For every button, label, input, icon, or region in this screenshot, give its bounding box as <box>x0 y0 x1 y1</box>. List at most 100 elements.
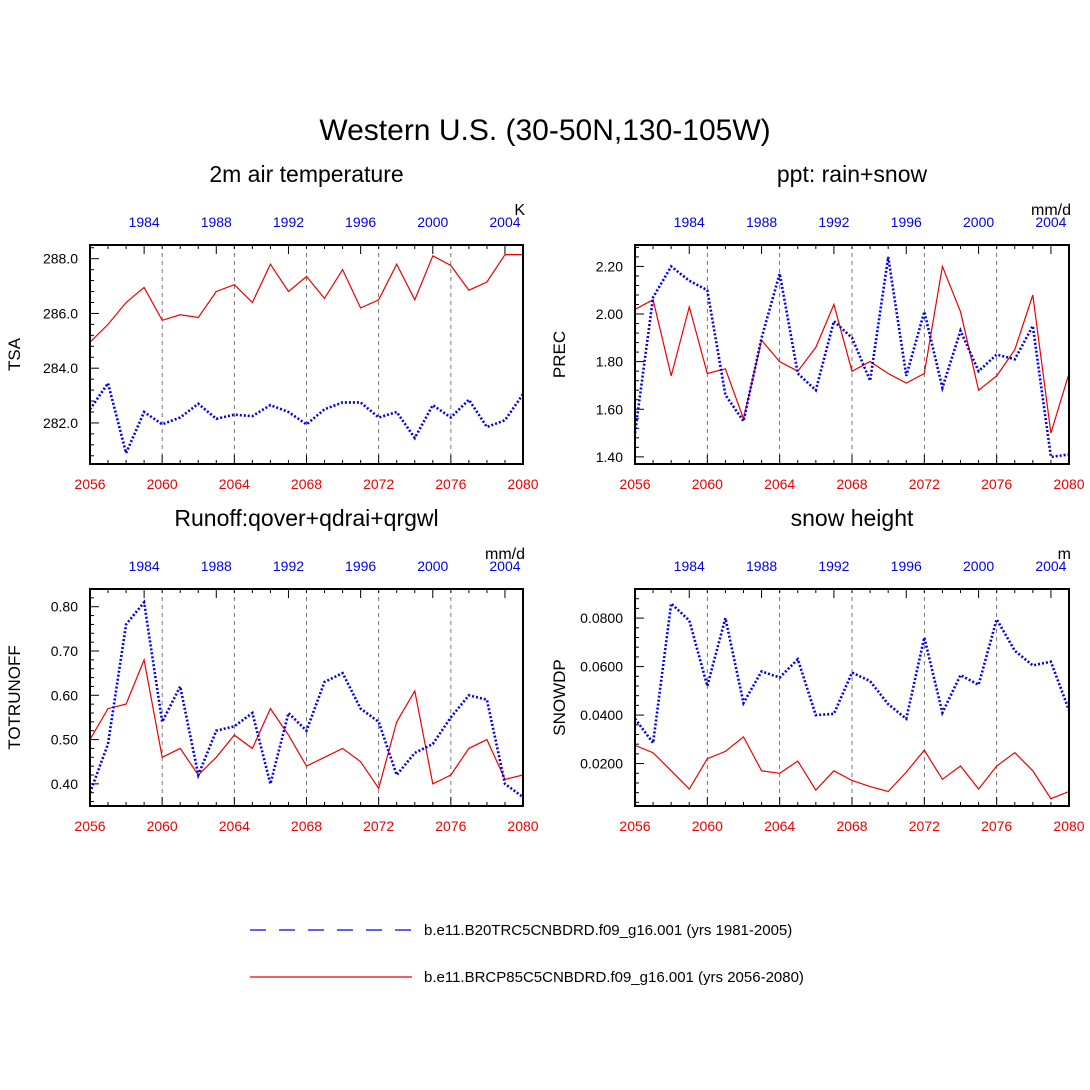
series-future-line-prec <box>634 264 1070 434</box>
x-top-tick-label: 1988 <box>746 558 777 574</box>
y-tick-label: 2.00 <box>596 306 623 322</box>
x-bottom-tick-label: 2080 <box>507 476 538 492</box>
x-top-tick-label: 1992 <box>273 214 304 230</box>
x-top-tick-label: 1996 <box>345 558 376 574</box>
panel-title-prec: ppt: rain+snow <box>777 161 928 187</box>
y-axis-label-totrunoff: TOTRUNOFF <box>5 645 24 750</box>
x-top-tick-label: 1984 <box>129 214 160 230</box>
x-bottom-tick-label: 2056 <box>619 476 650 492</box>
y-tick-label: 288.0 <box>43 251 78 267</box>
x-top-tick-label: 2004 <box>1035 214 1066 230</box>
x-top-tick-label: 2000 <box>417 214 448 230</box>
x-bottom-tick-label: 2080 <box>507 818 538 834</box>
y-tick-label: 284.0 <box>43 360 78 376</box>
units-label-snowdp: m <box>1058 546 1071 563</box>
legend: b.e11.B20TRC5CNBDRD.f09_g16.001 (yrs 198… <box>250 922 804 986</box>
x-bottom-tick-label: 2076 <box>981 476 1012 492</box>
y-tick-label: 1.60 <box>596 401 623 417</box>
x-top-tick-label: 1996 <box>891 214 922 230</box>
x-bottom-tick-label: 2080 <box>1053 476 1084 492</box>
x-top-tick-label: 2000 <box>417 558 448 574</box>
x-bottom-tick-label: 2060 <box>692 818 723 834</box>
x-top-tick-label: 1992 <box>818 558 849 574</box>
x-top-tick-label: 2004 <box>1035 558 1066 574</box>
x-bottom-tick-label: 2076 <box>981 818 1012 834</box>
plot-frame-tsa <box>89 244 524 465</box>
units-label-tsa: K <box>514 202 525 219</box>
x-bottom-tick-label: 2064 <box>219 818 250 834</box>
x-top-tick-label: 1996 <box>345 214 376 230</box>
y-axis-label-snowdp: SNOWDP <box>550 659 569 736</box>
panel-title-snowdp: snow height <box>791 505 914 531</box>
panel-snowdp: snow height m SNOWDP 2056 2060 2064 2068 2072 20… <box>550 505 1085 834</box>
x-bottom-tick-label: 2072 <box>909 476 940 492</box>
panel-title-tsa: 2m air temperature <box>209 161 403 187</box>
x-bottom-tick-label: 2072 <box>909 818 940 834</box>
panel-prec: ppt: rain+snow mm/d PREC 2056 2060 2064 2068 20… <box>550 161 1085 492</box>
x-top-tick-label: 1996 <box>891 558 922 574</box>
x-bottom-tick-label: 2064 <box>764 476 795 492</box>
x-top-tick-label: 1992 <box>818 214 849 230</box>
series-historical-line-totrunoff <box>88 599 524 799</box>
x-top-tick-label: 2000 <box>963 558 994 574</box>
series-future-line-tsa <box>89 254 523 343</box>
x-top-tick-label: 1988 <box>201 214 232 230</box>
y-tick-label: 0.80 <box>51 599 78 615</box>
panel-title-totrunoff: Runoff:qover+qdrai+qrgwl <box>174 505 438 531</box>
x-bottom-tick-label: 2076 <box>435 818 466 834</box>
panels: 2m air temperature K TSA 2056 2060 2064 2068 20… <box>5 161 1085 834</box>
y-axis-label-tsa: TSA <box>5 337 24 371</box>
y-tick-label: 1.40 <box>596 449 623 465</box>
x-bottom-tick-label: 2076 <box>435 476 466 492</box>
units-label-prec: mm/d <box>1031 202 1071 219</box>
legend-label-historical: b.e11.B20TRC5CNBDRD.f09_g16.001 (yrs 198… <box>424 922 792 939</box>
x-bottom-tick-label: 2056 <box>74 476 105 492</box>
x-bottom-tick-label: 2064 <box>764 818 795 834</box>
plot-frame-totrunoff <box>89 588 524 807</box>
series-future-line-totrunoff <box>89 657 524 790</box>
x-bottom-tick-label: 2068 <box>836 818 867 834</box>
plot-frame-prec <box>634 244 1070 465</box>
y-tick-label: 0.70 <box>51 643 78 659</box>
y-tick-label: 0.50 <box>51 732 78 748</box>
x-top-tick-label: 2004 <box>489 558 520 574</box>
y-axis-label-prec: PREC <box>550 331 569 378</box>
x-bottom-tick-label: 2072 <box>363 818 394 834</box>
series-historical-line-tsa <box>88 380 525 458</box>
series-future-line-snowdp <box>634 735 1070 800</box>
x-top-tick-label: 1988 <box>201 558 232 574</box>
x-bottom-tick-label: 2060 <box>692 476 723 492</box>
y-tick-label: 0.0400 <box>580 707 623 723</box>
y-tick-label: 0.0800 <box>580 610 623 626</box>
y-tick-label: 0.0600 <box>580 659 623 675</box>
x-bottom-tick-label: 2060 <box>147 818 178 834</box>
y-tick-label: 0.60 <box>51 687 78 703</box>
x-bottom-tick-label: 2068 <box>836 476 867 492</box>
units-label-totrunoff: mm/d <box>485 546 525 563</box>
x-top-tick-label: 1984 <box>674 214 705 230</box>
x-bottom-tick-label: 2060 <box>147 476 178 492</box>
series-historical-line-prec <box>633 256 1070 459</box>
legend-label-future: b.e11.BRCP85C5CNBDRD.f09_g16.001 (yrs 20… <box>424 969 804 986</box>
x-bottom-tick-label: 2064 <box>219 476 250 492</box>
y-tick-label: 286.0 <box>43 305 78 321</box>
x-bottom-tick-label: 2068 <box>291 818 322 834</box>
panel-totrunoff: Runoff:qover+qdrai+qrgwl mm/d TOTRUNOFF 205… <box>5 505 539 834</box>
x-bottom-tick-label: 2080 <box>1053 818 1084 834</box>
plot-frame-snowdp <box>634 588 1070 807</box>
panel-tsa: 2m air temperature K TSA 2056 2060 2064 2068 20… <box>5 161 539 492</box>
y-tick-label: 282.0 <box>43 415 78 431</box>
x-bottom-tick-label: 2068 <box>291 476 322 492</box>
x-top-tick-label: 1984 <box>674 558 705 574</box>
y-tick-label: 0.0200 <box>580 756 623 772</box>
x-top-tick-label: 2004 <box>489 214 520 230</box>
x-bottom-tick-label: 2072 <box>363 476 394 492</box>
x-bottom-tick-label: 2056 <box>74 818 105 834</box>
y-tick-label: 1.80 <box>596 354 623 370</box>
x-bottom-tick-label: 2056 <box>619 818 650 834</box>
x-top-tick-label: 1984 <box>129 558 160 574</box>
x-top-tick-label: 1988 <box>746 214 777 230</box>
x-top-tick-label: 1992 <box>273 558 304 574</box>
figure-title: Western U.S. (30-50N,130-105W) <box>319 114 770 147</box>
